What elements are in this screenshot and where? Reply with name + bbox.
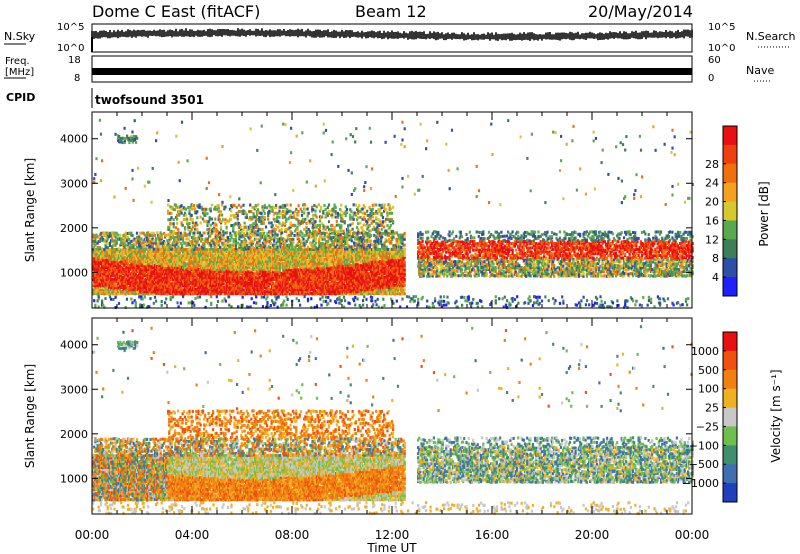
y-tick-label: 3000 xyxy=(60,177,88,190)
power-colorbar-label: Power [dB] xyxy=(757,181,771,246)
velocity-colorbar-label: Velocity [m s⁻¹] xyxy=(769,369,783,462)
colorbar-tick-label: −1000 xyxy=(682,477,719,490)
colorbar-segment xyxy=(723,388,737,409)
colorbar-segment xyxy=(723,220,737,240)
colorbar-segment xyxy=(723,163,737,184)
colorbar-tick-label: 8 xyxy=(712,252,719,265)
nsearch-label: N.Search xyxy=(746,30,796,43)
y-tick-label: 2000 xyxy=(60,222,88,235)
nsearch-tick-top: 10^5 xyxy=(708,22,735,33)
x-tick-label: 04:00 xyxy=(175,528,210,542)
x-axis-tick-labels: 00:00 04:00 08:00 12:00 16:00 20:00 00:00 xyxy=(75,528,710,542)
cpid-program: twofsound 3501 xyxy=(95,93,204,107)
colorbar-tick-label: 100 xyxy=(698,383,719,396)
y-tick-label: 1000 xyxy=(60,472,88,485)
velocity-y-ticks: 1000 2000 3000 4000 xyxy=(60,339,692,485)
nsky-trace xyxy=(91,28,693,52)
freq-label-line1: Freq. xyxy=(5,56,30,67)
x-axis-label: Time UT xyxy=(366,541,417,554)
colorbar-tick-label: 24 xyxy=(705,177,719,190)
y-tick-label: 2000 xyxy=(60,428,88,441)
cpid-label: CPID xyxy=(6,91,35,104)
colorbar-tick-label: −500 xyxy=(689,458,719,471)
colorbar-tick-label: −25 xyxy=(696,420,719,433)
colorbar-tick-label: 20 xyxy=(705,196,719,209)
colorbar-segment xyxy=(723,182,737,203)
freq-strip: Freq. [MHz] 18 8 60 0 Nave xyxy=(4,55,774,84)
colorbar-tick-label: 1000 xyxy=(691,345,719,358)
colorbar-segment xyxy=(723,201,737,221)
freq-tick-top: 18 xyxy=(68,55,81,66)
power-colorbar: 4 8 12 16 20 24 28 xyxy=(705,125,738,297)
x-tick-label: 00:00 xyxy=(75,528,110,542)
velocity-x-ticks xyxy=(91,318,693,514)
colorbar-segment xyxy=(723,144,737,165)
colorbar-tick-label: 12 xyxy=(705,233,719,246)
x-tick-label: 08:00 xyxy=(275,528,310,542)
freq-label-line2: [MHz] xyxy=(5,67,34,78)
date-title: 20/May/2014 xyxy=(588,2,693,21)
colorbar-segment xyxy=(723,239,737,259)
y-tick-label: 4000 xyxy=(60,133,88,146)
beam-title: Beam 12 xyxy=(355,2,427,21)
x-tick-label: 00:00 xyxy=(675,528,710,542)
freq-tick-bottom: 8 xyxy=(74,73,80,84)
x-tick-label: 20:00 xyxy=(575,528,610,542)
nave-tick-top: 60 xyxy=(708,55,721,66)
nsky-tick-bottom: 10^0 xyxy=(57,43,84,54)
colorbar-tick-label: 500 xyxy=(698,364,719,377)
y-tick-label: 4000 xyxy=(60,339,88,352)
colorbar-tick-label: 28 xyxy=(705,158,719,171)
colorbar-segment xyxy=(723,407,737,427)
colorbar-segment xyxy=(723,126,737,146)
power-y-ticks: 1000 2000 3000 4000 xyxy=(60,133,692,279)
y-tick-label: 1000 xyxy=(60,266,88,279)
nsky-tick-top: 10^5 xyxy=(57,22,84,33)
x-tick-label: 16:00 xyxy=(475,528,510,542)
nave-label: Nave xyxy=(746,64,774,77)
colorbar-tick-label: 4 xyxy=(712,271,719,284)
x-tick-label: 12:00 xyxy=(375,528,410,542)
colorbar-tick-label: 25 xyxy=(705,402,719,415)
colorbar-segment xyxy=(723,332,737,352)
colorbar-segment xyxy=(723,258,737,278)
station-title: Dome C East (fitACF) xyxy=(92,2,260,21)
colorbar-segment xyxy=(723,277,737,297)
y-tick-label: 3000 xyxy=(60,383,88,396)
nsky-label: N.Sky xyxy=(4,30,36,43)
velocity-panel: 1000 2000 3000 4000 Slant Range [km] 1000 50… xyxy=(23,317,783,515)
velocity-ylabel: Slant Range [km] xyxy=(23,364,37,468)
colorbar-segment xyxy=(723,369,737,390)
nsearch-tick-bottom: 10^0 xyxy=(708,43,735,54)
nave-tick-bottom: 0 xyxy=(708,73,714,84)
colorbar-segment xyxy=(723,483,737,503)
nsky-strip: N.Sky 10^5 10^0 10^5 10^0 N.Search xyxy=(4,22,796,54)
colorbar-segment xyxy=(723,350,737,371)
power-panel: 1000 2000 3000 4000 Slant Range [km] 4 8 12 16… xyxy=(23,111,771,309)
power-x-ticks xyxy=(91,112,693,308)
power-ylabel: Slant Range [km] xyxy=(23,158,37,262)
colorbar-segment xyxy=(723,445,737,465)
colorbar-segment xyxy=(723,464,737,484)
colorbar-tick-label: 16 xyxy=(705,214,719,227)
power-scatter xyxy=(92,118,694,309)
velocity-scatter xyxy=(92,325,694,515)
colorbar-segment xyxy=(723,426,737,446)
colorbar-tick-label: −100 xyxy=(689,439,719,452)
velocity-colorbar: 1000 500 100 25 −25 −100 −500 −1000 xyxy=(682,331,738,503)
